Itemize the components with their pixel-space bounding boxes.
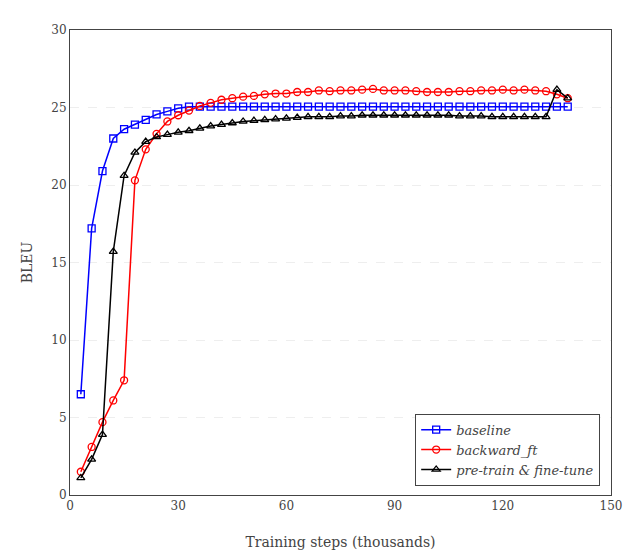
svg-text:20: 20 [51,178,66,192]
svg-text:baseline: baseline [456,423,511,438]
svg-text:0: 0 [66,499,74,513]
svg-text:30: 30 [171,499,186,513]
svg-text:60: 60 [279,499,294,513]
svg-text:BLEU: BLEU [19,242,35,284]
svg-text:10: 10 [51,333,66,347]
svg-text:15: 15 [51,256,66,270]
svg-text:5: 5 [59,411,67,425]
svg-text:150: 150 [600,499,623,513]
svg-text:0: 0 [59,488,67,502]
svg-text:25: 25 [51,101,66,115]
svg-text:backward_ft: backward_ft [456,443,538,458]
svg-text:90: 90 [387,499,402,513]
svg-text:120: 120 [491,499,514,513]
svg-text:pre-train & fine-tune: pre-train & fine-tune [456,463,593,478]
svg-text:30: 30 [51,23,66,37]
svg-text:Training steps (thousands): Training steps (thousands) [245,534,435,550]
